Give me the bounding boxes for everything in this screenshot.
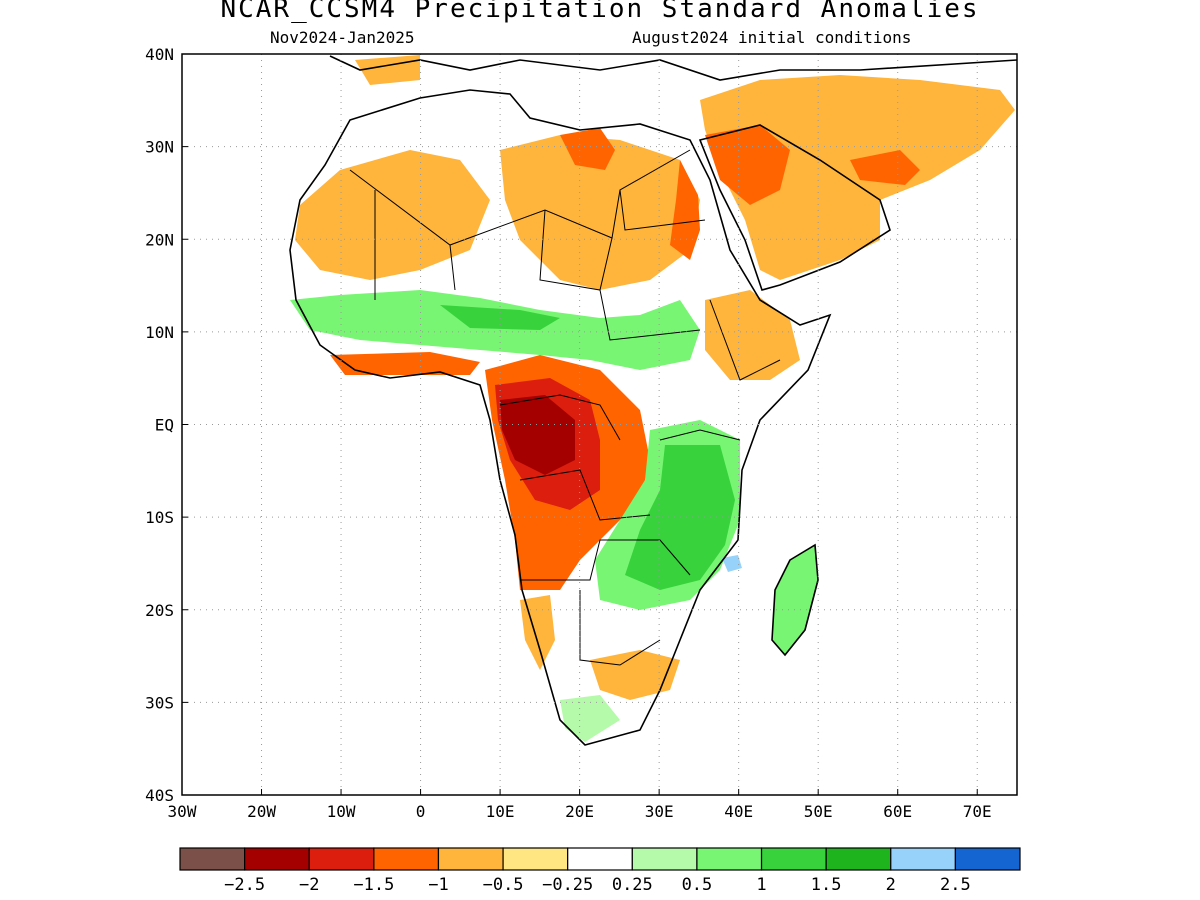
lat-tick-labels: 40N 30N 20N 10N EQ 10S 20S 30S 40S [145, 45, 188, 805]
lon-tick-label: 10E [486, 802, 515, 821]
colorbar-swatch [308, 847, 375, 871]
colorbar-label: −0.5 [483, 875, 524, 895]
colorbar-swatch [760, 847, 827, 871]
anomaly-mozambique-very-wet [722, 555, 742, 572]
colorbar-label: −1 [428, 875, 448, 895]
colorbar-swatch [373, 847, 440, 871]
lon-tick-label: 70E [963, 802, 992, 821]
colorbar-swatch [890, 847, 956, 871]
colorbar-label: 0.5 [682, 875, 713, 895]
lat-tick-label: 20S [145, 601, 174, 620]
anomaly-iran [850, 150, 920, 185]
lat-tick-label: 30N [145, 138, 174, 157]
lon-tick-label: 20E [565, 802, 594, 821]
colorbar-label: −1.5 [353, 875, 394, 895]
lon-tick-label: 60E [883, 802, 912, 821]
colorbar-label: 0.25 [612, 875, 653, 895]
lon-tick-label: 40E [724, 802, 753, 821]
colorbar-swatch [696, 847, 763, 871]
colorbar-swatch [567, 847, 633, 871]
colorbar-label: 1.5 [811, 875, 842, 895]
anomaly-sahel-wet-strong [440, 305, 560, 330]
colorbar-label: −2.5 [224, 875, 265, 895]
colorbar-swatch [954, 847, 1021, 871]
lat-tick-label: EQ [155, 416, 174, 435]
anomaly-field [290, 55, 1015, 745]
colorbar-swatch [631, 847, 698, 871]
colorbar-label: 1 [756, 875, 766, 895]
lat-tick-label: 10N [145, 323, 174, 342]
lon-tick-label: 10W [327, 802, 356, 821]
lat-tick-label: 30S [145, 693, 174, 712]
anomaly-south-africa-dry [590, 650, 680, 700]
lat-tick-label: 10S [145, 508, 174, 527]
anomaly-sahara-west [295, 150, 490, 280]
map-title: NCAR_CCSM4 Precipitation Standard Anomal… [220, 0, 980, 24]
lat-tick-label: 40N [145, 45, 174, 64]
country-borders [349, 149, 781, 666]
anomaly-guinea-coast-dry [330, 352, 480, 375]
colorbar-label: 2.5 [940, 875, 971, 895]
lon-tick-label: 30W [168, 802, 197, 821]
colorbar-label: −2 [299, 875, 319, 895]
lon-tick-label: 20W [247, 802, 276, 821]
colorbar-label: −0.25 [542, 875, 593, 895]
forecast-period: Nov2024-Jan2025 [270, 28, 415, 47]
coastlines [289, 55, 1017, 746]
colorbar: −2.5 −2 −1.5 −1 −0.5 −0.25 0.25 0.5 1 1.5 2 2.5 [179, 847, 1021, 895]
initial-conditions: August2024 initial conditions [632, 28, 912, 47]
lon-tick-label: 50E [804, 802, 833, 821]
anomaly-arabia [700, 75, 1015, 280]
anomaly-madagascar-wet [772, 545, 818, 655]
africa-coastline [289, 89, 832, 746]
anomaly-ethiopia [705, 290, 800, 380]
arabia-coastline [698, 124, 891, 291]
colorbar-swatch [502, 847, 569, 871]
colorbar-swatch [825, 847, 892, 871]
lat-tick-label: 20N [145, 230, 174, 249]
anomaly-sahel-wet [290, 290, 700, 370]
colorbar-swatch [244, 847, 310, 871]
anomaly-cape-wet [560, 695, 620, 742]
anomaly-central-africa-extreme [500, 395, 575, 475]
lon-tick-labels: 30W 20W 10W 0 10E 20E 30E 40E 50E 60E 70E [168, 789, 992, 821]
anomaly-sahara-east [500, 135, 700, 290]
lon-tick-label: 0 [416, 802, 426, 821]
madagascar-coastline [771, 543, 819, 657]
lat-tick-label: 40S [145, 786, 174, 805]
anomaly-egypt-libya [560, 128, 615, 170]
anomaly-arabia-strong [705, 125, 790, 205]
lon-tick-label: 30E [645, 802, 674, 821]
colorbar-swatch [179, 847, 246, 871]
anomaly-red-sea-strip [670, 160, 700, 260]
colorbar-swatch [437, 847, 504, 871]
europe-coastline [329, 55, 1017, 81]
colorbar-label: 2 [886, 875, 896, 895]
